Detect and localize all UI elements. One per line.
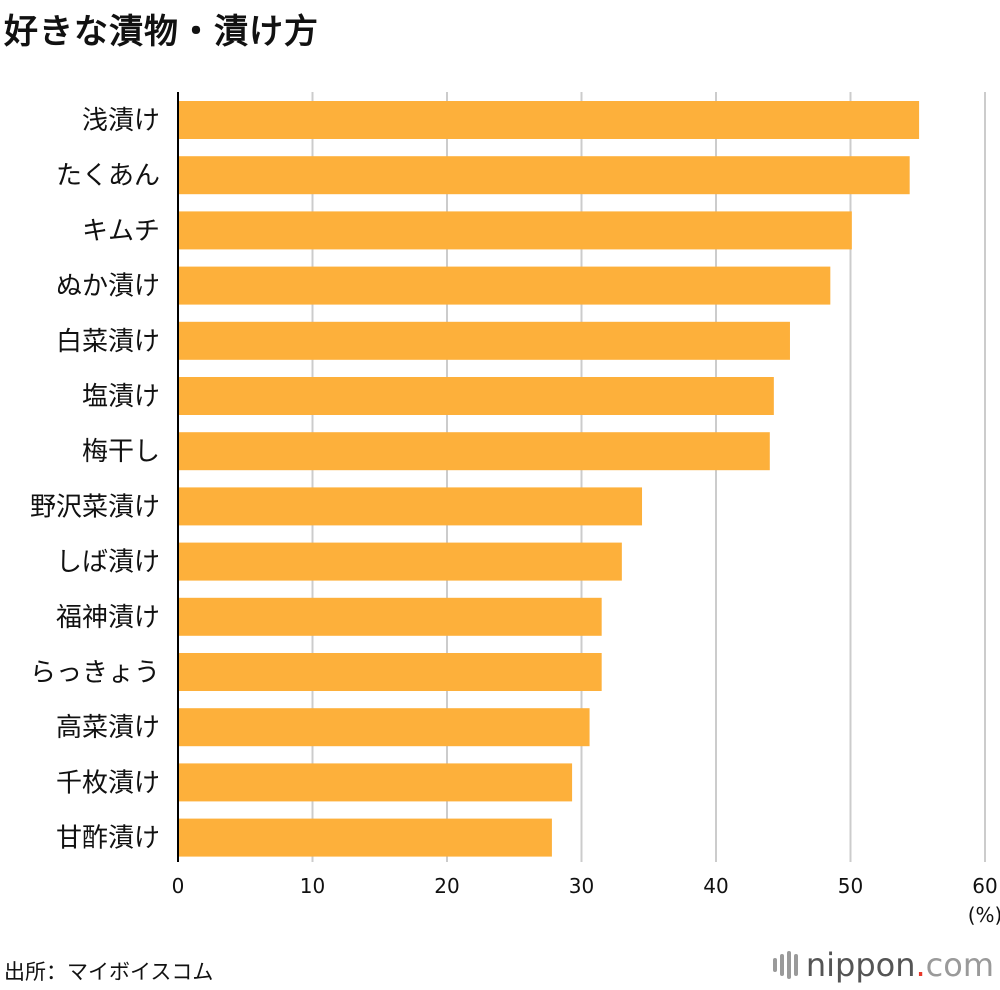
category-label: 甘酢漬け [56, 824, 160, 854]
bar [178, 266, 831, 305]
brand-name: nippon [805, 946, 916, 984]
category-label: キムチ [82, 216, 160, 246]
category-labels: 浅漬けたくあんキムチぬか漬け白菜漬け塩漬け梅干し野沢菜漬けしば漬け福神漬けらっき… [30, 106, 160, 854]
category-label: たくあん [56, 161, 160, 191]
brand-tld: com [925, 946, 994, 984]
category-label: 千枚漬け [56, 768, 160, 798]
brand-dot: . [915, 946, 926, 984]
x-tick-label: 50 [838, 874, 863, 898]
category-label: 浅漬け [82, 106, 160, 136]
x-tick-label: 40 [703, 874, 728, 898]
nippon-logo-icon [772, 951, 798, 979]
bar [178, 542, 622, 581]
bar [178, 156, 910, 195]
x-tick-label: 10 [300, 874, 325, 898]
category-label: 梅干し [82, 437, 160, 467]
axes: 0 10 20 30 40 50 60 (%) [172, 92, 1000, 927]
bar [178, 101, 920, 139]
bar [178, 818, 552, 857]
category-label: ぬか漬け [56, 272, 160, 302]
bar [178, 321, 790, 360]
bar [178, 763, 573, 802]
source-note: 出所：マイボイスコム [4, 960, 214, 984]
bar [178, 211, 852, 250]
x-tick-label: 60 [972, 874, 997, 898]
category-label: 高菜漬け [56, 713, 160, 743]
bar [178, 377, 774, 415]
category-label: 野沢菜漬け [30, 492, 160, 522]
bars [178, 101, 920, 857]
category-label: 塩漬け [82, 382, 160, 412]
bar [178, 487, 643, 526]
category-label: らっきょう [30, 658, 160, 688]
chart-title: 好きな漬物・漬け方 [4, 12, 319, 52]
bar [178, 432, 770, 471]
x-tick-label: 30 [569, 874, 594, 898]
category-label: 白菜漬け [56, 327, 160, 357]
category-label: 福神漬け [56, 603, 160, 633]
bar [178, 708, 590, 747]
grid-lines [311, 92, 986, 862]
bar [178, 597, 602, 636]
x-tick-label: 20 [434, 874, 459, 898]
brand-logo: nippon. com [772, 946, 994, 984]
x-unit-label: (%) [968, 903, 1000, 927]
category-label: しば漬け [56, 548, 160, 578]
x-tick-label: 0 [172, 874, 185, 898]
bar [178, 653, 602, 691]
